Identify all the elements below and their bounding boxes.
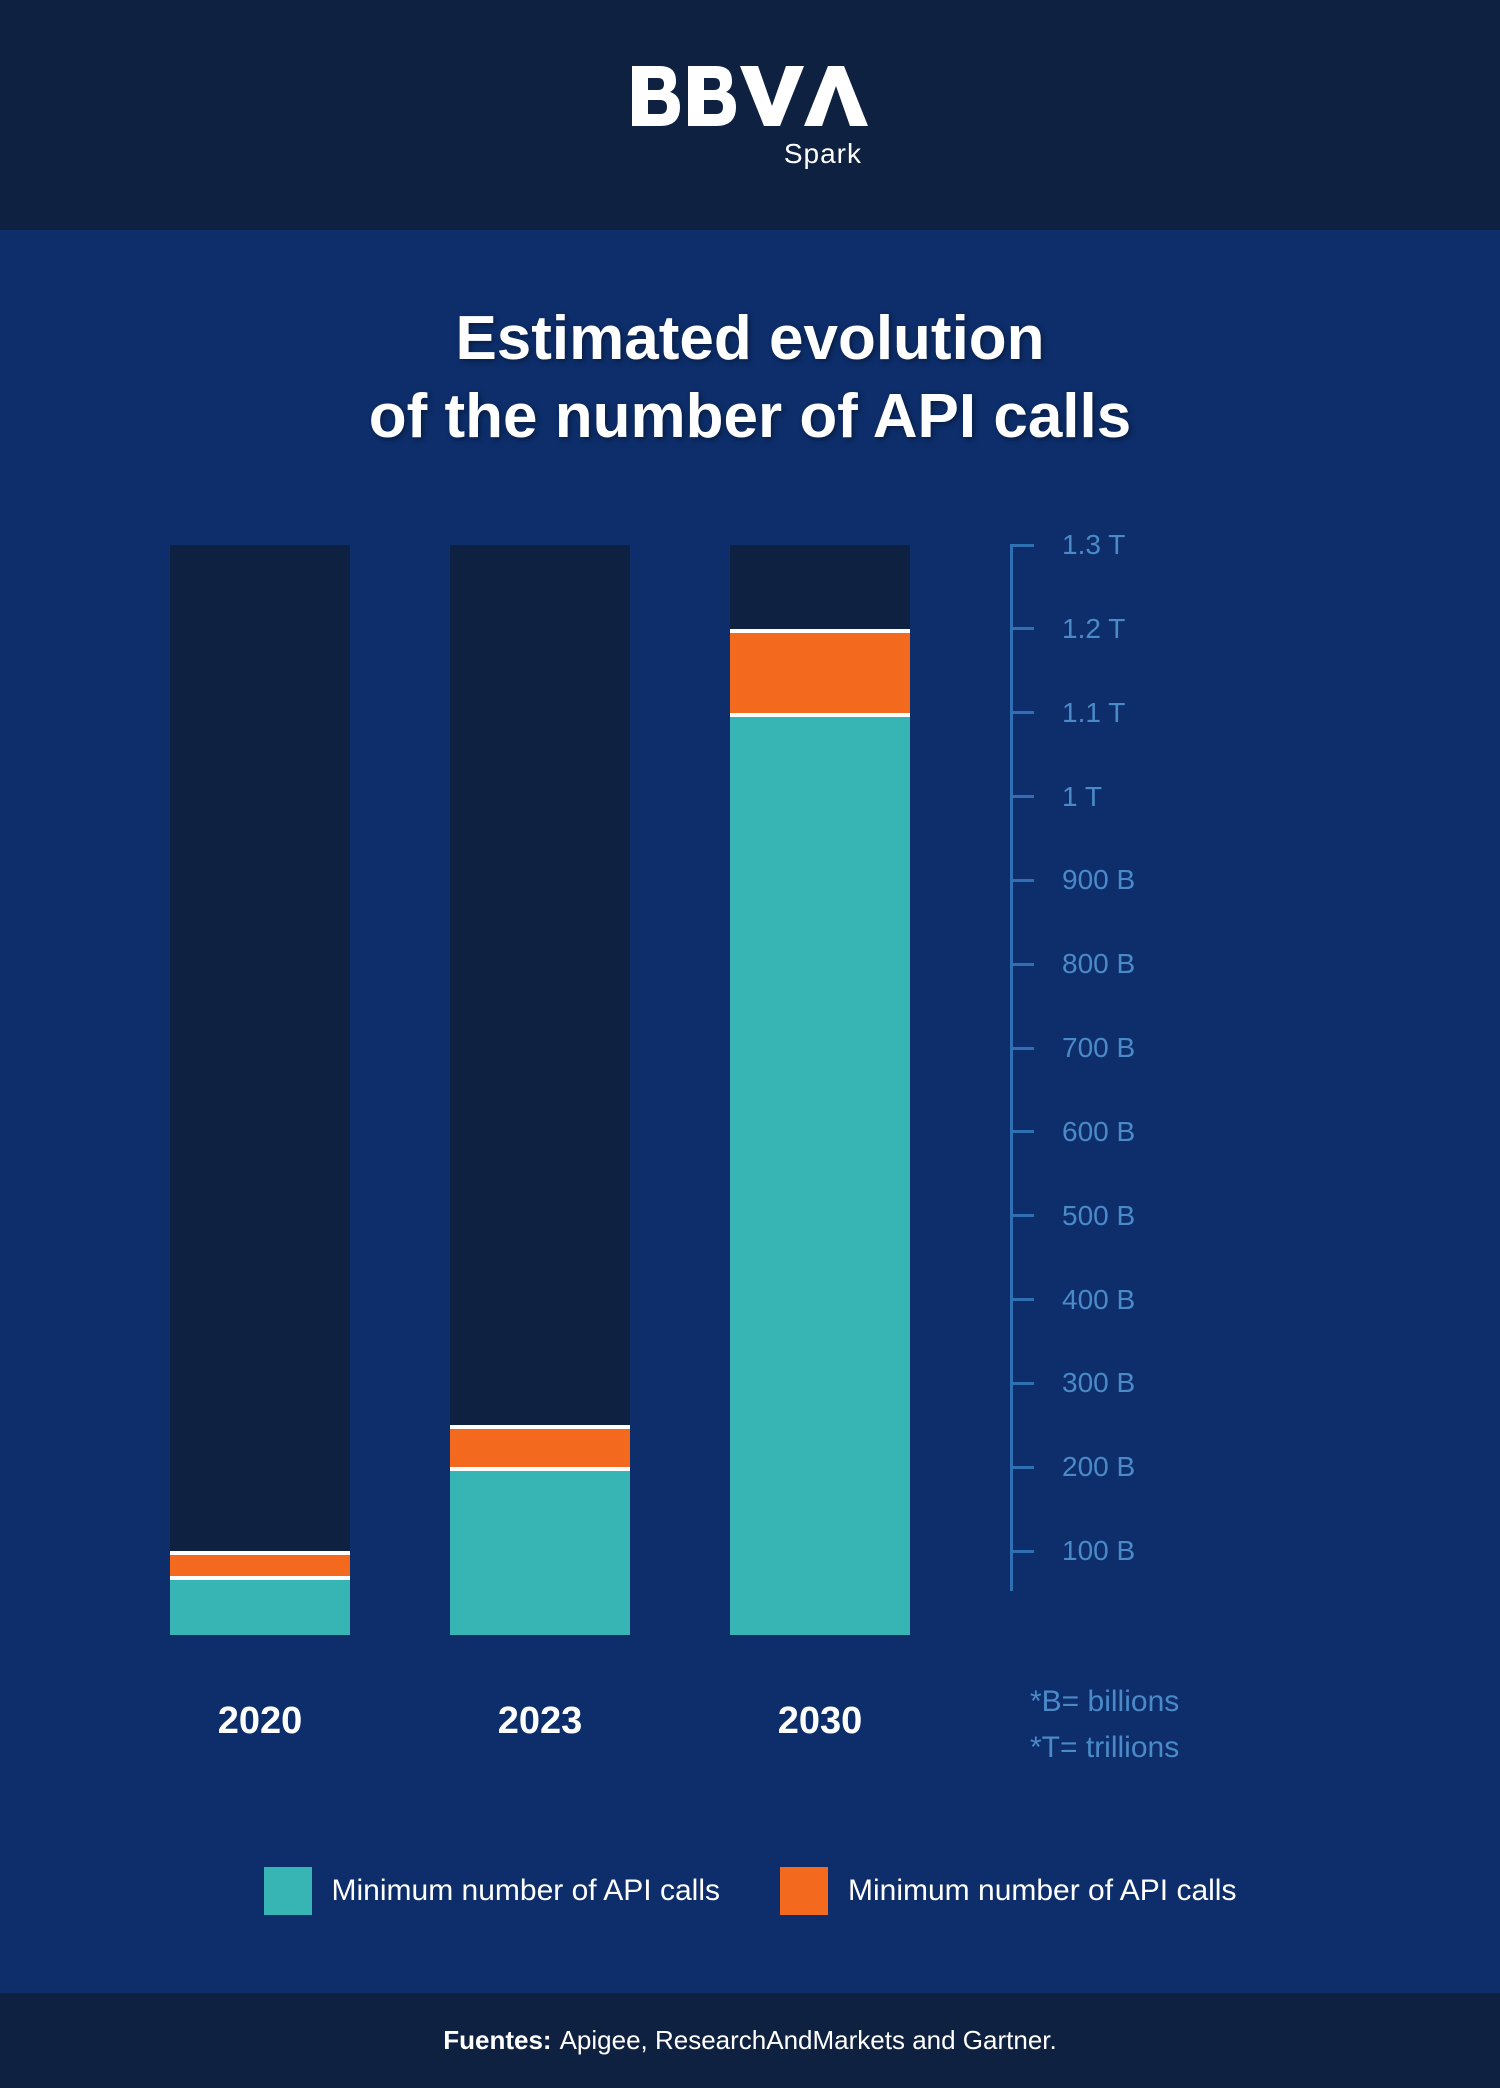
category-label: 2030 — [730, 1700, 910, 1743]
category-label: 2020 — [170, 1700, 350, 1743]
brand-subtitle: Spark — [784, 138, 862, 170]
tick-mark — [1010, 1214, 1034, 1217]
legend-swatch — [264, 1867, 312, 1915]
bar-segment-max — [730, 629, 910, 713]
tick-mark — [1010, 627, 1034, 630]
header: Spark — [0, 0, 1500, 230]
tick-label: 400 B — [1062, 1284, 1135, 1316]
footer-label: Fuentes: — [443, 2025, 551, 2056]
bar-column — [730, 545, 910, 1635]
bar-column — [450, 545, 630, 1635]
tick-label: 1 T — [1062, 781, 1102, 813]
axis-note: *B= billions — [1030, 1685, 1270, 1719]
tick-label: 300 B — [1062, 1367, 1135, 1399]
tick-mark — [1010, 1130, 1034, 1133]
bar-segment-max — [450, 1425, 630, 1467]
tick-mark — [1010, 711, 1034, 714]
tick-mark — [1010, 1382, 1034, 1385]
bar-segment-max — [170, 1551, 350, 1576]
bars-area — [90, 545, 990, 1635]
tick-label: 1.3 T — [1062, 529, 1125, 561]
bar-segment-min — [170, 1576, 350, 1635]
chart-title-line2: of the number of API calls — [369, 382, 1131, 451]
footer: Fuentes: Apigee, ResearchAndMarkets and … — [0, 1993, 1500, 2088]
tick-label: 500 B — [1062, 1200, 1135, 1232]
legend-label: Minimum number of API calls — [332, 1874, 720, 1908]
legend-swatch — [780, 1867, 828, 1915]
categories-row: 2020 2023 2030 *B= billions *T= trillions — [90, 1655, 1410, 1777]
tick-label: 900 B — [1062, 864, 1135, 896]
tick-mark — [1010, 963, 1034, 966]
tick-mark — [1010, 1466, 1034, 1469]
bbva-logo-icon — [630, 60, 870, 132]
tick-mark — [1010, 795, 1034, 798]
axis-note: *T= trillions — [1030, 1731, 1270, 1765]
legend-label: Minimum number of API calls — [848, 1874, 1236, 1908]
tick-mark — [1010, 1047, 1034, 1050]
legend-item: Minimum number of API calls — [780, 1867, 1236, 1915]
category-label: 2023 — [450, 1700, 630, 1743]
tick-mark — [1010, 1298, 1034, 1301]
tick-label: 1.2 T — [1062, 613, 1125, 645]
bar-segment-min — [730, 713, 910, 1635]
chart-row: 1.3 T1.2 T1.1 T1 T900 B800 B700 B600 B50… — [90, 545, 1410, 1635]
category-labels: 2020 2023 2030 — [90, 1655, 990, 1743]
tick-mark — [1010, 879, 1034, 882]
bar-column — [170, 545, 350, 1635]
tick-label: 600 B — [1062, 1116, 1135, 1148]
legend: Minimum number of API calls Minimum numbe… — [90, 1867, 1410, 1915]
legend-item: Minimum number of API calls — [264, 1867, 720, 1915]
tick-label: 1.1 T — [1062, 697, 1125, 729]
tick-label: 700 B — [1062, 1032, 1135, 1064]
y-axis: 1.3 T1.2 T1.1 T1 T900 B800 B700 B600 B50… — [1010, 545, 1270, 1635]
content-area: Estimated evolution of the number of API… — [0, 230, 1500, 1993]
axis-notes: *B= billions *T= trillions — [1010, 1655, 1270, 1777]
tick-mark — [1010, 544, 1034, 547]
tick-label: 100 B — [1062, 1535, 1135, 1567]
chart-title-line1: Estimated evolution — [455, 304, 1044, 373]
tick-label: 800 B — [1062, 948, 1135, 980]
brand-logo: Spark — [630, 60, 870, 170]
footer-text: Apigee, ResearchAndMarkets and Gartner. — [560, 2025, 1057, 2056]
tick-label: 200 B — [1062, 1451, 1135, 1483]
y-axis-line — [1010, 545, 1013, 1591]
tick-mark — [1010, 1550, 1034, 1553]
chart-title: Estimated evolution of the number of API… — [90, 300, 1410, 455]
bar-segment-min — [450, 1467, 630, 1635]
